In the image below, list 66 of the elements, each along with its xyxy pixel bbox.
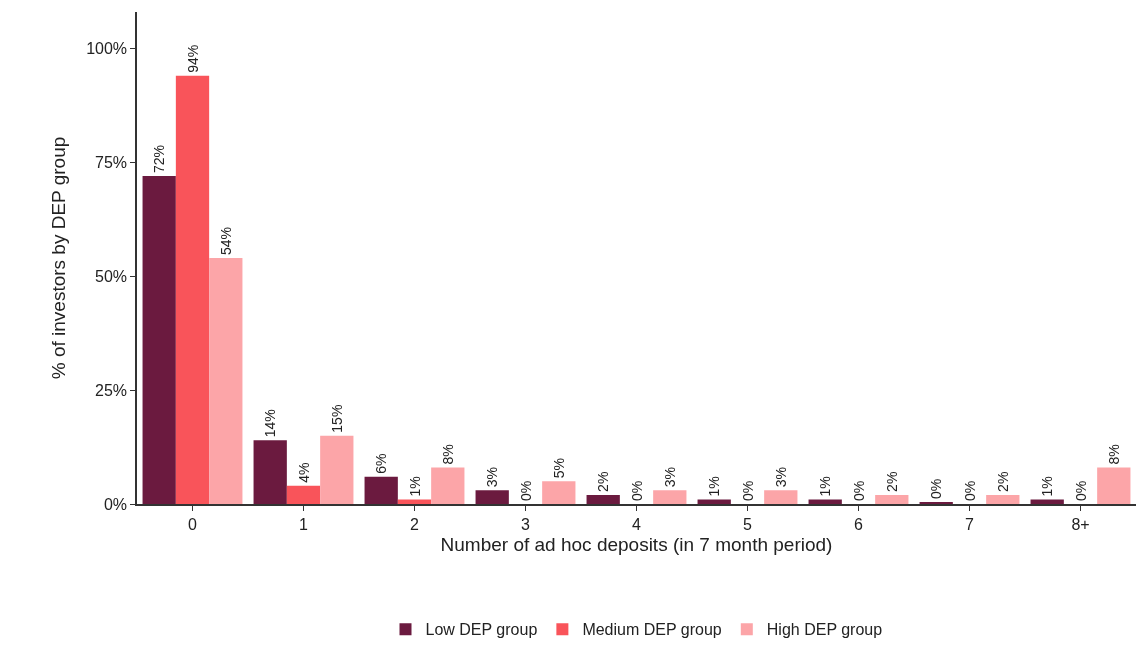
data-label: 0% [961, 480, 978, 501]
data-label: 0% [739, 480, 756, 501]
bar [653, 490, 687, 504]
bar [986, 494, 1020, 504]
data-label: 5% [550, 457, 567, 479]
bar [586, 494, 620, 504]
data-label: 0% [628, 480, 645, 501]
data-label: 8% [439, 444, 456, 465]
y-axis-title: % of investors by DEP group [48, 136, 70, 380]
data-label: 1% [406, 476, 423, 497]
bar [286, 485, 321, 504]
data-label: 2% [595, 471, 612, 492]
x-tick-label: 2 [410, 515, 420, 533]
data-label: 14% [262, 409, 279, 438]
x-tick-label: 7 [965, 515, 975, 533]
legend-label: Medium DEP group [582, 621, 722, 639]
legend-label: High DEP group [766, 621, 883, 639]
data-label: 0% [928, 478, 945, 499]
bar [253, 440, 287, 504]
bar [320, 435, 354, 504]
y-tick-label: 0% [103, 495, 128, 513]
bar [431, 467, 465, 504]
bar [542, 481, 576, 504]
x-axis-title: Number of ad hoc deposits (in 7 month period) [440, 534, 833, 556]
data-label: 15% [328, 404, 345, 433]
data-label: 3% [484, 467, 501, 488]
bar [475, 490, 509, 504]
bar [364, 476, 398, 504]
bar [209, 258, 243, 504]
data-label: 4% [295, 462, 312, 483]
data-label: 0% [1072, 480, 1089, 501]
y-tick-label: 25% [95, 381, 128, 399]
data-label: 94% [184, 44, 201, 73]
data-label: 1% [817, 476, 834, 497]
x-tick-label: 6 [854, 515, 864, 533]
data-label: 3% [661, 467, 678, 488]
data-label: 72% [151, 144, 168, 173]
bar [764, 490, 798, 504]
bar [1097, 467, 1131, 504]
data-label: 3% [772, 467, 789, 488]
bar [1030, 499, 1064, 504]
bar [142, 176, 176, 504]
data-label: 1% [706, 476, 723, 497]
y-tick-label: 75% [95, 153, 128, 171]
x-tick-label: 8+ [1071, 515, 1090, 533]
data-label: 0% [850, 480, 867, 501]
bar [175, 75, 210, 504]
bar [397, 499, 432, 504]
data-label: 6% [373, 453, 390, 474]
data-label: 8% [1105, 444, 1122, 465]
x-tick-label: 0 [188, 515, 198, 533]
data-label: 0% [517, 480, 534, 501]
data-label: 2% [994, 471, 1011, 492]
x-tick-label: 5 [743, 515, 753, 533]
x-tick-label: 1 [299, 515, 309, 533]
bar [875, 494, 909, 504]
x-tick-label: 4 [632, 515, 642, 533]
x-tick-label: 3 [521, 515, 531, 533]
bar [697, 499, 731, 504]
y-tick-label: 50% [95, 267, 128, 285]
data-label: 1% [1039, 476, 1056, 497]
legend-label: Low DEP group [425, 621, 538, 639]
y-tick-label: 100% [86, 40, 128, 58]
data-label: 54% [217, 226, 234, 255]
bar [808, 499, 842, 504]
data-label: 2% [883, 471, 900, 492]
